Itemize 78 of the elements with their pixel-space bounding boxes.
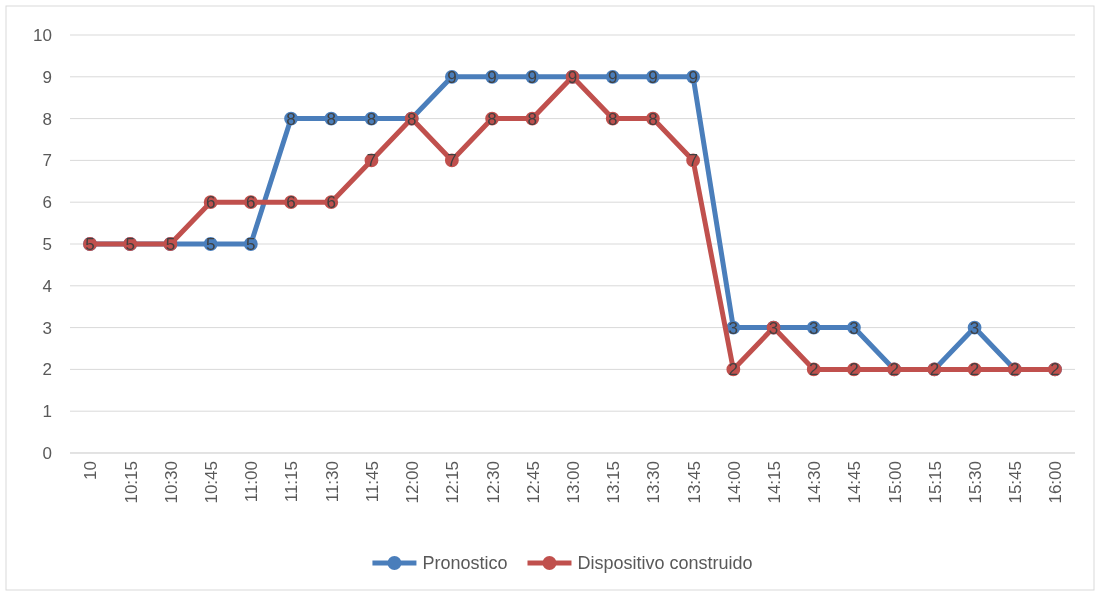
data-label: 3: [849, 318, 859, 338]
x-tick-label: 11:45: [362, 461, 382, 503]
data-label: 6: [286, 193, 296, 213]
x-tick-label: 15:30: [966, 461, 986, 504]
x-tick-label: 12:00: [403, 461, 423, 504]
data-label: 2: [969, 360, 980, 380]
y-tick-label: 10: [33, 25, 52, 45]
x-tick-label: 11:00: [242, 461, 262, 503]
data-label: 9: [607, 67, 618, 87]
x-tick-label: 13:00: [563, 461, 583, 504]
data-label: 7: [447, 151, 457, 171]
x-tick-label: 13:30: [644, 461, 664, 504]
data-label: 3: [809, 318, 819, 338]
data-label: 5: [125, 234, 135, 254]
x-tick-label: 14:00: [724, 461, 744, 504]
data-label: 2: [929, 360, 940, 380]
y-tick-label: 7: [42, 151, 52, 171]
data-label: 7: [366, 151, 377, 171]
y-tick-label: 9: [42, 67, 52, 87]
data-label: 3: [969, 318, 980, 338]
data-label: 2: [1010, 360, 1020, 380]
data-label: 5: [205, 234, 216, 254]
data-label: 6: [246, 193, 256, 213]
data-label: 8: [406, 109, 417, 129]
x-tick-label: 13:45: [684, 461, 704, 504]
data-label: 3: [728, 318, 739, 338]
y-tick-label: 8: [42, 109, 52, 129]
data-label: 2: [809, 360, 819, 380]
data-label: 9: [527, 67, 538, 87]
data-label: 5: [85, 234, 95, 254]
data-label: 6: [326, 193, 336, 213]
data-label: 6: [205, 193, 216, 213]
data-label: 8: [607, 109, 618, 129]
data-label: 2: [849, 360, 859, 380]
y-tick-label: 6: [42, 193, 52, 213]
data-label: 8: [648, 109, 658, 129]
data-label: 9: [567, 67, 578, 87]
data-label: 8: [366, 109, 377, 129]
data-label: 2: [728, 360, 739, 380]
x-tick-label: 10:30: [161, 461, 181, 504]
x-tick-label: 15:45: [1006, 461, 1026, 504]
x-tick-label: 11:30: [322, 461, 342, 503]
data-label: 5: [246, 234, 256, 254]
legend-label: Dispositivo construido: [577, 553, 753, 574]
y-tick-label: 1: [42, 402, 52, 422]
data-label: 2: [1050, 360, 1060, 380]
legend-label: Pronostico: [422, 553, 508, 574]
y-tick-label: 2: [42, 360, 52, 380]
x-tick-label: 10:45: [202, 461, 222, 504]
data-label: 3: [768, 318, 779, 338]
x-tick-label: 14:45: [845, 461, 865, 504]
y-tick-label: 0: [42, 443, 52, 463]
data-label: 8: [487, 109, 497, 129]
x-tick-label: 15:15: [925, 461, 945, 504]
x-tick-label: 12:30: [483, 461, 503, 504]
data-label: 8: [527, 109, 538, 129]
data-label: 8: [326, 109, 336, 129]
data-label: 7: [688, 151, 698, 171]
data-label: 2: [889, 360, 899, 380]
data-label: 9: [688, 67, 698, 87]
data-label: 8: [286, 109, 296, 129]
x-tick-label: 14:15: [764, 461, 784, 504]
x-tick-label: 10: [81, 461, 101, 480]
data-label: 5: [165, 234, 176, 254]
data-label: 9: [487, 67, 497, 87]
x-tick-label: 14:30: [805, 461, 825, 504]
y-tick-label: 3: [42, 318, 52, 338]
data-label: 9: [648, 67, 658, 87]
x-tick-label: 12:15: [443, 461, 463, 504]
y-tick-label: 4: [42, 276, 52, 296]
x-tick-label: 12:45: [523, 461, 543, 504]
x-tick-label: 16:00: [1046, 461, 1066, 504]
data-label: 9: [447, 67, 457, 87]
x-tick-label: 15:00: [885, 461, 905, 504]
x-tick-label: 13:15: [604, 461, 624, 504]
y-tick-label: 5: [42, 234, 52, 254]
x-tick-label: 10:15: [121, 461, 141, 504]
x-tick-label: 11:15: [282, 461, 302, 503]
